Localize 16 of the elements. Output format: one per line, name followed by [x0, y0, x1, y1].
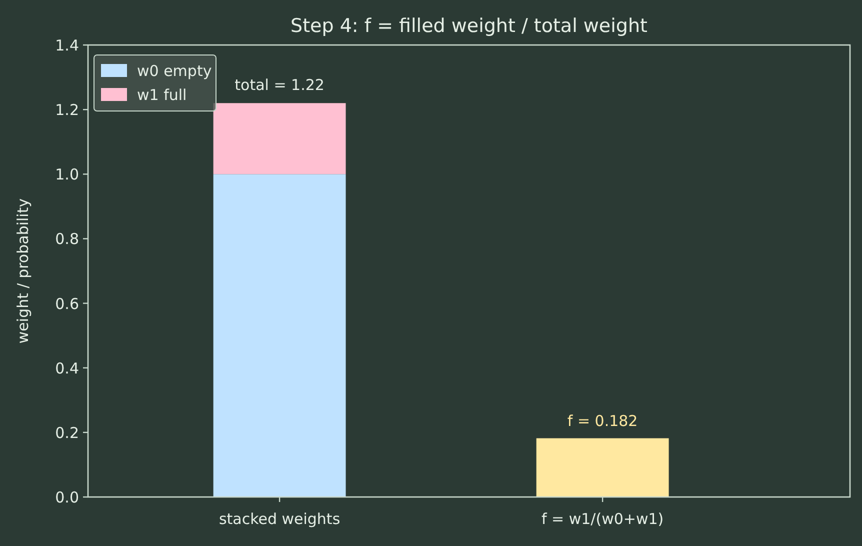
- y-tick-label: 1.2: [55, 101, 79, 120]
- y-tick-label: 0.6: [55, 294, 79, 313]
- data-label: f = 0.182: [567, 412, 638, 430]
- y-axis-title: weight / probability: [14, 198, 32, 344]
- y-tick-label: 0.0: [55, 488, 79, 506]
- y-tick-label: 1.4: [55, 36, 79, 54]
- x-tick-label: stacked weights: [218, 510, 340, 528]
- x-tick-label: f = w1/(w0+w1): [541, 510, 664, 528]
- y-tick-label: 0.4: [55, 359, 79, 378]
- y-tick-label: 0.2: [55, 424, 79, 442]
- total-label: total = 1.22: [234, 76, 324, 94]
- legend-label: w0 empty: [137, 62, 212, 80]
- y-tick-label: 1.0: [55, 166, 79, 184]
- y-tick-label: 0.8: [55, 230, 79, 248]
- chart-title: Step 4: f = filled weight / total weight: [290, 15, 648, 37]
- legend-label: w1 full: [137, 86, 187, 104]
